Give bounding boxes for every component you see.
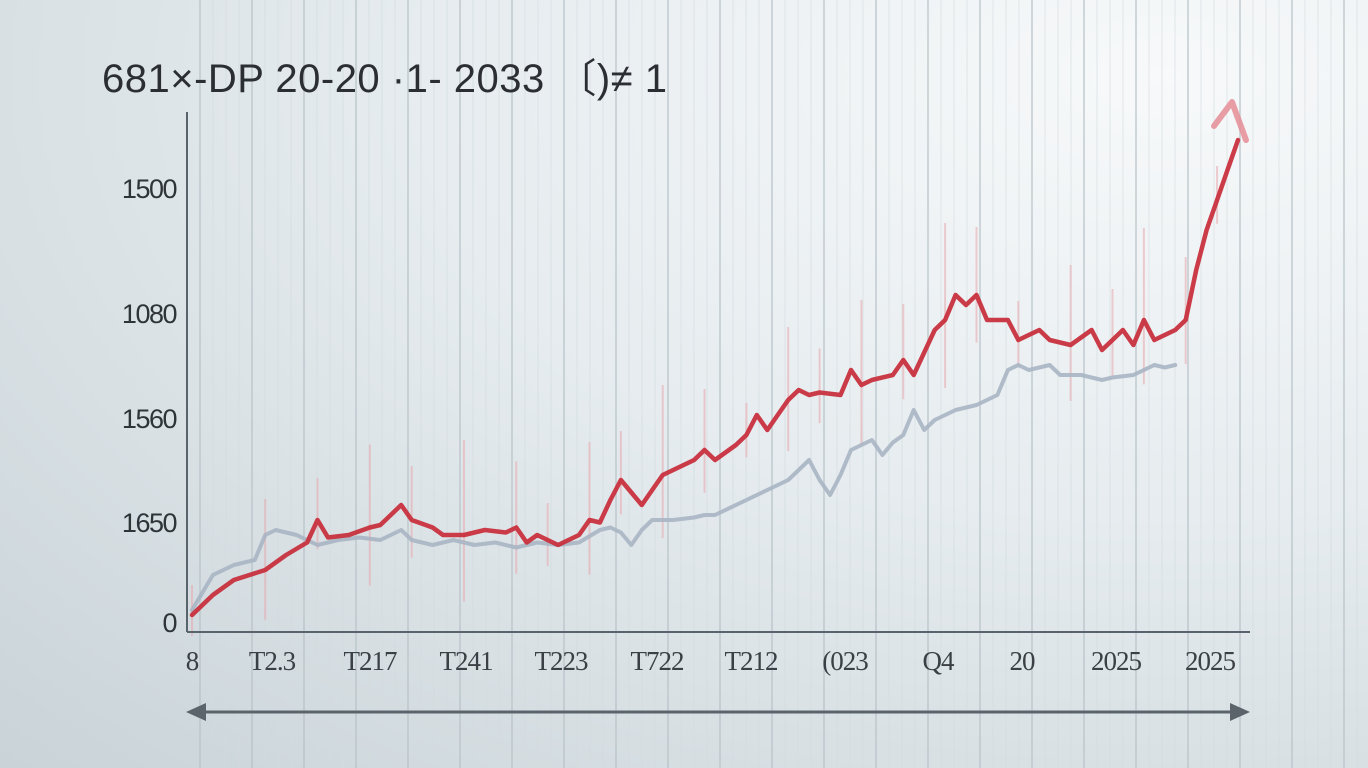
- x-tick-label: T217: [344, 646, 397, 676]
- x-tick-labels: 8 T2.3 T217 T241 T223 T722 T212 (023 Q4 …: [186, 646, 1237, 676]
- x-tick-label: 2025: [1091, 646, 1142, 676]
- y-tick-label: 1500: [122, 174, 177, 204]
- x-tick-label: (023: [822, 646, 868, 676]
- y-tick-label: 1650: [122, 508, 177, 538]
- double-arrow-icon: [186, 703, 1250, 721]
- x-tick-label: T722: [631, 646, 684, 676]
- x-tick-label: T241: [440, 646, 493, 676]
- series-line-red: [189, 137, 1241, 618]
- x-tick-label: 20: [1010, 646, 1036, 676]
- trend-arrow-icon: [1211, 99, 1249, 143]
- y-tick-label: 1080: [122, 299, 177, 329]
- y-tick-label: 0: [162, 608, 176, 638]
- x-tick-label: T212: [725, 646, 778, 676]
- x-tick-label: 2025: [1185, 646, 1236, 676]
- chart-volume-spikes: [191, 166, 1219, 636]
- y-tick-label: 1560: [122, 404, 177, 434]
- x-tick-label: T223: [535, 646, 588, 676]
- y-tick-labels: 0 1650 1560 1080 1500: [122, 174, 178, 638]
- x-tick-label: 8: [186, 646, 199, 676]
- x-tick-label: T2.3: [249, 646, 296, 676]
- chart-title: 681×-DP 20-20 ·1- 2033 〔)≠ 1: [102, 57, 668, 101]
- chart-grid: [199, 0, 1358, 768]
- series-layer: [189, 137, 1241, 618]
- series-line-gray: [190, 363, 1178, 612]
- x-tick-label: Q4: [923, 646, 955, 676]
